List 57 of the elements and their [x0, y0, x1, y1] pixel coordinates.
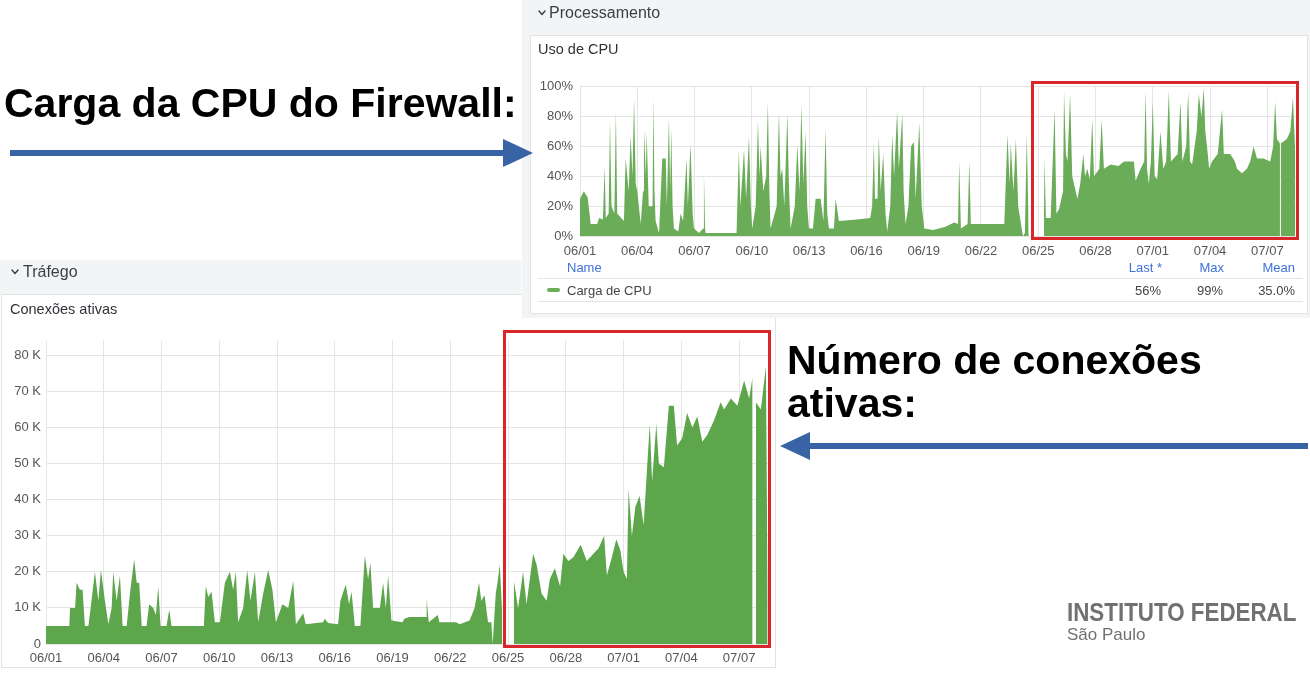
- x-tick-label: 06/10: [735, 243, 769, 259]
- x-tick-label: 06/16: [318, 650, 352, 666]
- y-tick-label: 40 K: [14, 491, 42, 507]
- y-tick-label: 50 K: [14, 455, 42, 471]
- y-tick-label: 0: [33, 635, 41, 651]
- x-tick-label: 06/07: [145, 650, 178, 666]
- y-tick-label: 60 K: [14, 419, 42, 435]
- text: Last *: [1128, 259, 1162, 275]
- chart-subtitle: Uso de CPU: [538, 41, 619, 57]
- text: 56%: [1134, 282, 1161, 298]
- chart-subtitle: Conexões ativas: [10, 301, 118, 317]
- x-tick-label: 06/19: [376, 650, 409, 666]
- x-tick-label: 06/22: [964, 243, 998, 259]
- x-tick-label: 06/28: [1079, 243, 1112, 259]
- y-tick-label: 60%: [546, 138, 574, 154]
- text: Max: [1199, 259, 1224, 275]
- y-tick-label: 80%: [546, 108, 574, 124]
- chart-title: Processamento: [549, 4, 661, 22]
- y-tick-label: 10 K: [14, 599, 42, 615]
- x-tick-label: 06/04: [621, 243, 654, 259]
- text: 99%: [1196, 282, 1223, 298]
- x-tick-label: 07/01: [1136, 243, 1170, 259]
- x-tick-label: 06/04: [87, 650, 121, 666]
- legend-label: Carga de CPU: [567, 282, 652, 298]
- y-tick-label: 70 K: [14, 382, 42, 398]
- text: Carga da CPU do Firewall:: [4, 80, 517, 126]
- x-tick-label: 06/16: [850, 243, 883, 259]
- x-tick-label: 06/07: [678, 243, 711, 259]
- text: Número de conexões ativas:: [787, 337, 1203, 426]
- y-tick-label: 30 K: [14, 527, 42, 543]
- text: Mean: [1262, 259, 1295, 275]
- x-tick-label: 06/19: [907, 243, 940, 259]
- y-tick-label: 0%: [554, 227, 574, 243]
- x-tick-label: 06/25: [1021, 243, 1055, 259]
- chart-title: Tráfego: [23, 263, 78, 281]
- x-tick-label: 07/01: [607, 650, 640, 666]
- x-tick-label: 06/01: [29, 650, 63, 666]
- x-tick-label: 06/25: [491, 650, 525, 666]
- x-tick-label: 06/01: [563, 243, 597, 259]
- x-tick-label: 06/13: [792, 243, 826, 259]
- y-tick-label: 80 K: [14, 346, 42, 362]
- text: INSTITUTO FEDERAL: [1067, 597, 1297, 627]
- x-tick-label: 06/13: [260, 650, 294, 666]
- x-tick-label: 07/04: [1193, 243, 1227, 259]
- text: 35.0%: [1258, 282, 1295, 298]
- y-tick-label: 20%: [546, 197, 574, 213]
- y-tick-label: 20 K: [14, 563, 42, 579]
- x-tick-label: 07/07: [722, 650, 756, 666]
- x-tick-label: 07/04: [665, 650, 698, 666]
- y-tick-label: 100%: [539, 78, 574, 94]
- x-tick-label: 06/28: [549, 650, 583, 666]
- legend-title: Name: [567, 259, 602, 275]
- x-tick-label: 06/10: [203, 650, 236, 666]
- y-tick-label: 40%: [546, 167, 574, 183]
- text: São Paulo: [1067, 625, 1146, 645]
- x-tick-label: 07/07: [1251, 243, 1284, 259]
- x-tick-label: 06/22: [434, 650, 467, 666]
